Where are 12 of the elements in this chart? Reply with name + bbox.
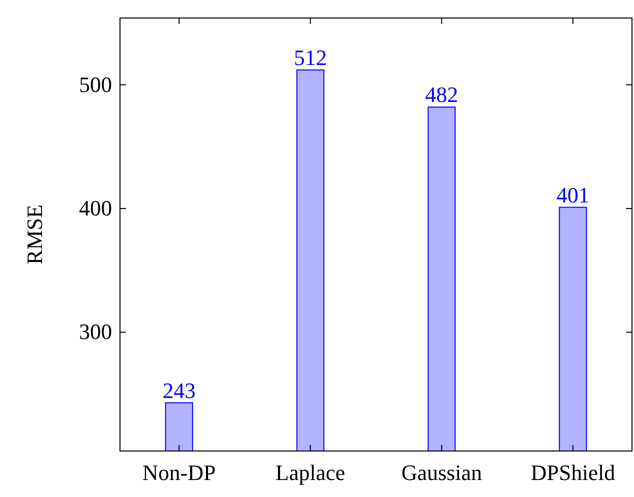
x-tick-label: DPShield: [530, 460, 616, 485]
y-tick-label: 300: [79, 319, 112, 344]
x-tick-label: Gaussian: [401, 460, 482, 485]
y-tick-label: 500: [79, 72, 112, 97]
x-tick-label: Non-DP: [142, 460, 216, 485]
x-tick-label: Laplace: [276, 460, 346, 485]
data-label: 401: [556, 182, 590, 208]
data-label: 512: [294, 44, 327, 70]
y-tick-label: 400: [79, 196, 112, 221]
y-axis-title: RMSE: [22, 204, 47, 264]
data-label: 482: [425, 82, 458, 108]
data-label: 243: [162, 378, 196, 403]
